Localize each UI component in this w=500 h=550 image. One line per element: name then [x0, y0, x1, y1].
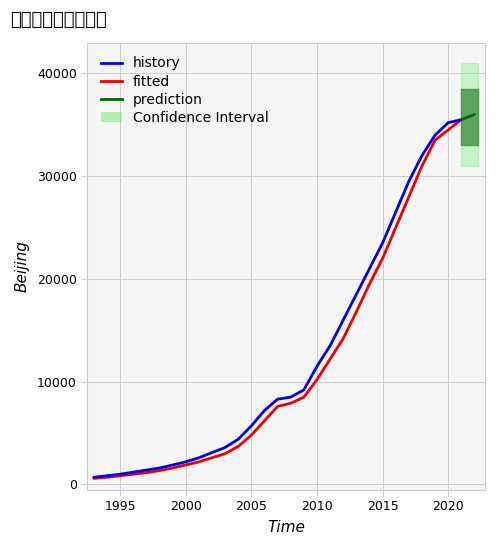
Y-axis label: Beijing: Beijing [15, 240, 30, 292]
X-axis label: Time: Time [267, 520, 305, 535]
Legend: history, fitted, prediction, Confidence Interval: history, fitted, prediction, Confidence … [94, 50, 276, 132]
Text: 时序分析预测结果图: 时序分析预测结果图 [10, 11, 107, 29]
